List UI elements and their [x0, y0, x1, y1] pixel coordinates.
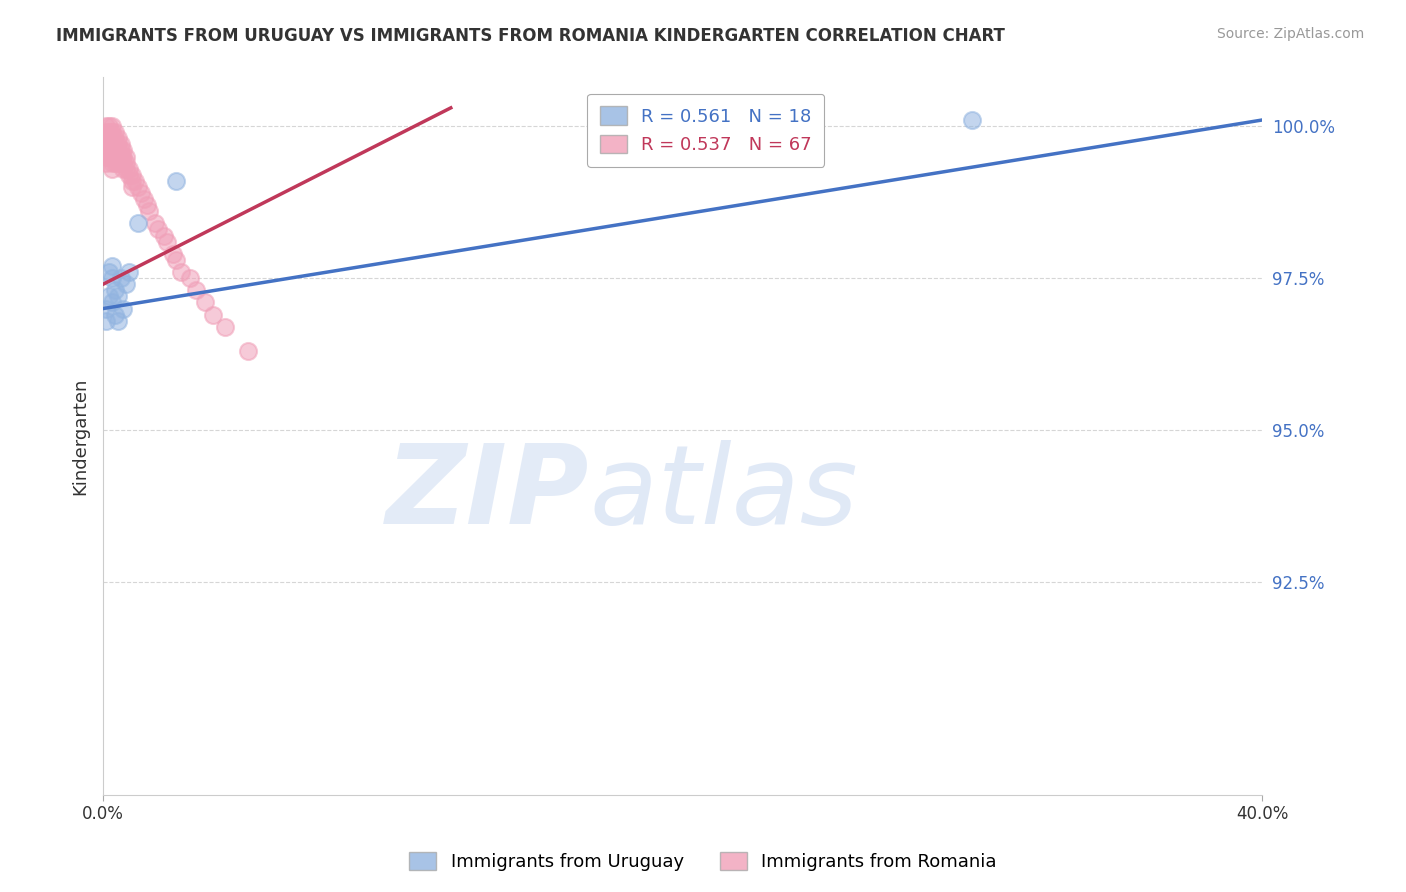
Point: [129, 186, 152, 200]
Point: [97, 149, 120, 163]
Point: [121, 168, 143, 182]
Point: [156, 235, 179, 249]
Point: [115, 277, 138, 292]
Point: [135, 198, 157, 212]
Point: [118, 161, 141, 176]
Point: [127, 180, 149, 194]
Point: [101, 119, 124, 133]
Point: [107, 137, 129, 152]
Point: [118, 168, 141, 182]
Y-axis label: Kindergarten: Kindergarten: [72, 377, 89, 495]
Point: [101, 131, 124, 145]
Point: [94, 155, 117, 169]
Point: [112, 301, 135, 316]
Point: [153, 228, 176, 243]
Point: [101, 137, 124, 152]
Point: [94, 119, 117, 133]
Point: [115, 161, 138, 176]
Point: [112, 149, 135, 163]
Point: [94, 314, 117, 328]
Point: [110, 137, 132, 152]
Point: [202, 308, 225, 322]
Point: [132, 192, 155, 206]
Point: [124, 174, 146, 188]
Point: [962, 113, 984, 128]
Point: [101, 149, 124, 163]
Point: [97, 119, 120, 133]
Point: [193, 295, 215, 310]
Point: [184, 283, 207, 297]
Point: [121, 174, 143, 188]
Point: [110, 271, 132, 285]
Point: [107, 289, 129, 303]
Point: [94, 137, 117, 152]
Point: [104, 131, 127, 145]
Point: [110, 155, 132, 169]
Point: [107, 314, 129, 328]
Point: [165, 174, 187, 188]
Point: [112, 144, 135, 158]
Point: [97, 289, 120, 303]
Point: [101, 144, 124, 158]
Point: [101, 271, 124, 285]
Point: [101, 155, 124, 169]
Point: [121, 180, 143, 194]
Text: Source: ZipAtlas.com: Source: ZipAtlas.com: [1216, 27, 1364, 41]
Point: [118, 265, 141, 279]
Point: [107, 155, 129, 169]
Point: [97, 144, 120, 158]
Point: [107, 144, 129, 158]
Point: [170, 265, 193, 279]
Point: [94, 131, 117, 145]
Point: [104, 155, 127, 169]
Text: ZIP: ZIP: [387, 440, 591, 547]
Point: [94, 149, 117, 163]
Point: [148, 222, 170, 236]
Point: [101, 125, 124, 139]
Point: [104, 137, 127, 152]
Point: [110, 144, 132, 158]
Point: [97, 125, 120, 139]
Point: [112, 161, 135, 176]
Text: atlas: atlas: [591, 440, 859, 547]
Point: [107, 149, 129, 163]
Point: [97, 131, 120, 145]
Point: [110, 149, 132, 163]
Point: [97, 265, 120, 279]
Legend: R = 0.561   N = 18, R = 0.537   N = 67: R = 0.561 N = 18, R = 0.537 N = 67: [588, 94, 824, 167]
Point: [214, 319, 236, 334]
Point: [143, 216, 166, 230]
Point: [115, 155, 138, 169]
Point: [104, 144, 127, 158]
Point: [179, 271, 201, 285]
Text: IMMIGRANTS FROM URUGUAY VS IMMIGRANTS FROM ROMANIA KINDERGARTEN CORRELATION CHAR: IMMIGRANTS FROM URUGUAY VS IMMIGRANTS FR…: [56, 27, 1005, 45]
Point: [97, 137, 120, 152]
Point: [104, 149, 127, 163]
Point: [165, 252, 187, 267]
Point: [94, 301, 117, 316]
Point: [115, 149, 138, 163]
Point: [112, 155, 135, 169]
Point: [127, 216, 149, 230]
Point: [236, 344, 259, 359]
Point: [94, 144, 117, 158]
Point: [162, 247, 184, 261]
Point: [94, 125, 117, 139]
Point: [101, 161, 124, 176]
Point: [104, 308, 127, 322]
Point: [107, 131, 129, 145]
Point: [104, 283, 127, 297]
Point: [101, 259, 124, 273]
Point: [138, 204, 160, 219]
Legend: Immigrants from Uruguay, Immigrants from Romania: Immigrants from Uruguay, Immigrants from…: [402, 845, 1004, 879]
Point: [104, 125, 127, 139]
Point: [101, 295, 124, 310]
